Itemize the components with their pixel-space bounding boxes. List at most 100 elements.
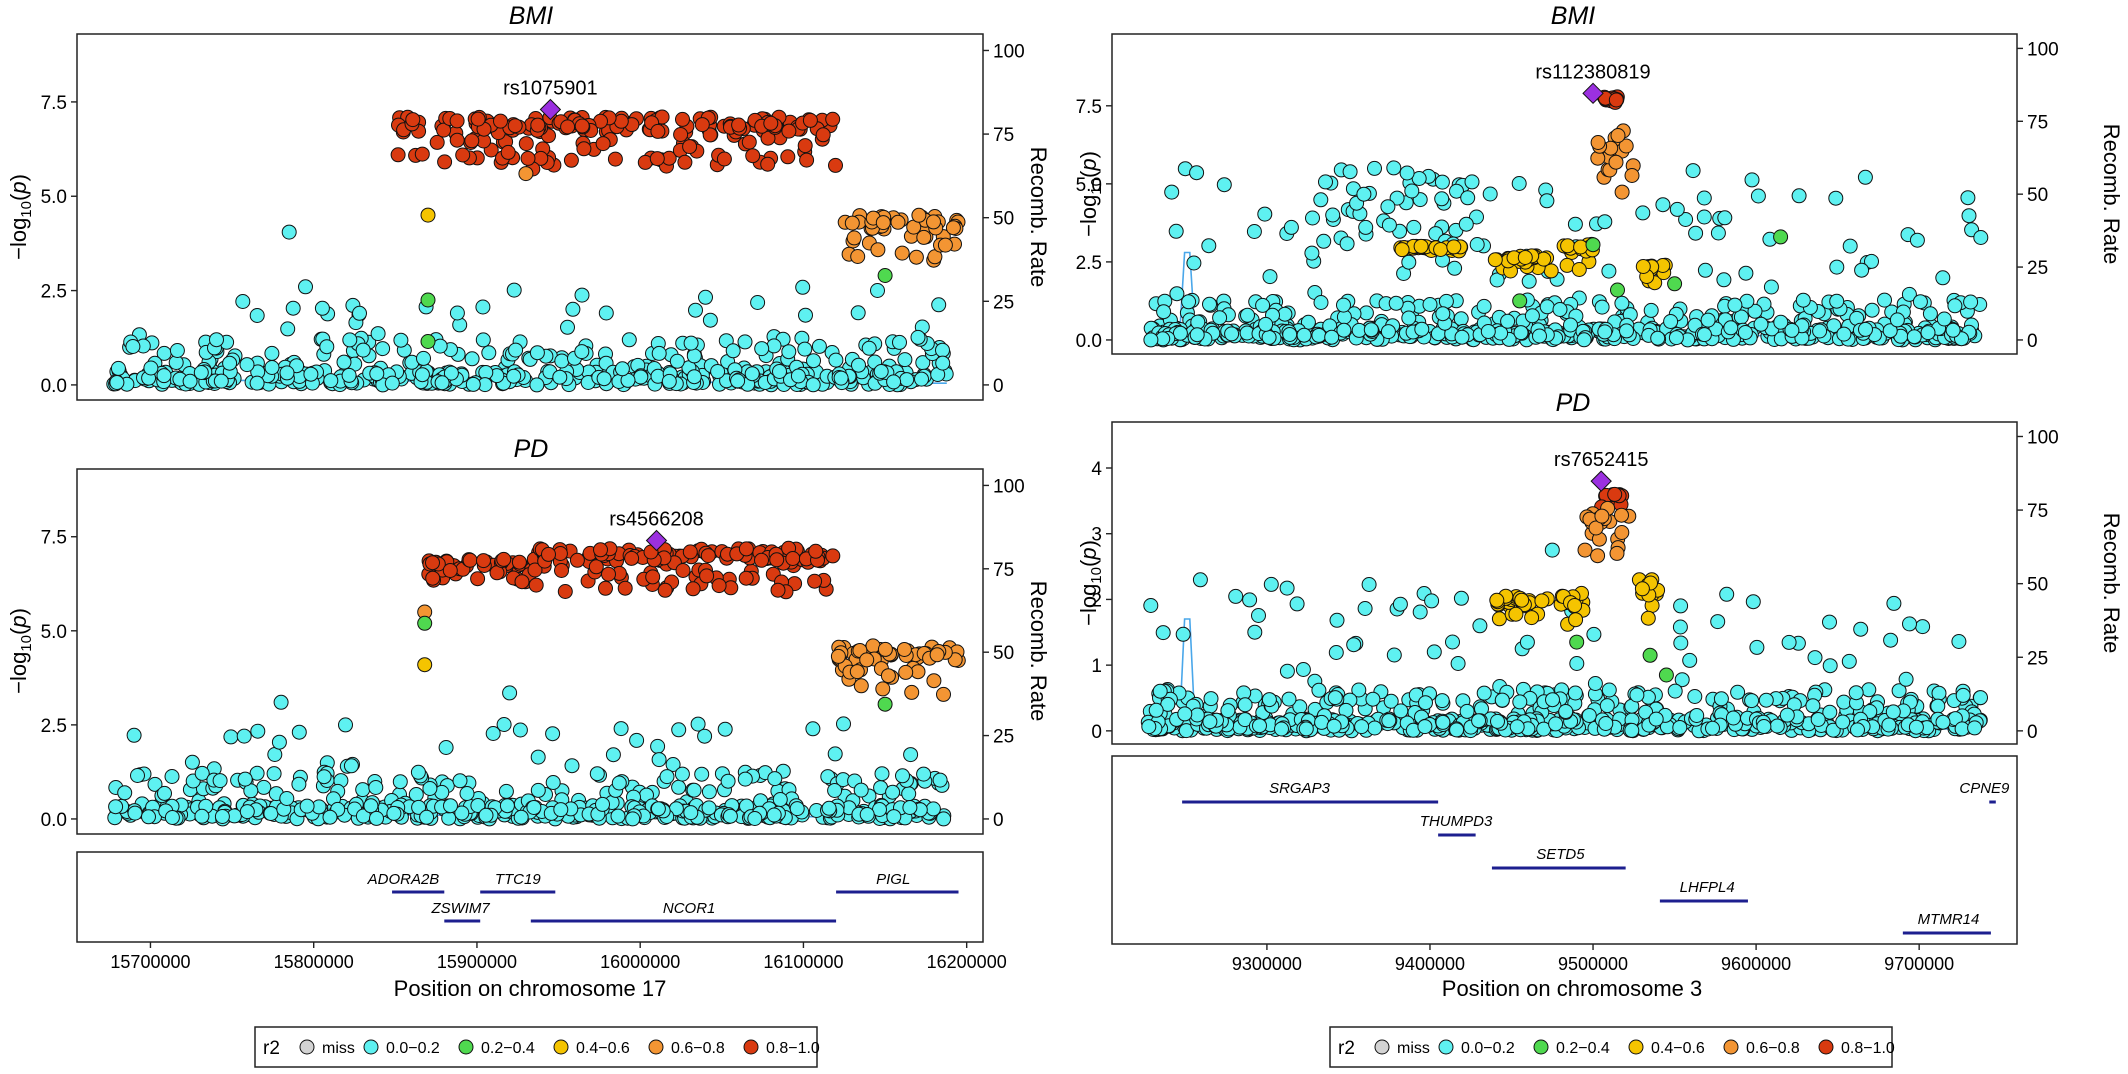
snp-point <box>621 332 637 348</box>
snp-point <box>744 366 760 382</box>
snp-point <box>673 127 689 142</box>
snp-point <box>836 716 851 732</box>
snp-point <box>593 542 608 558</box>
y2-axis-label: Recomb. Rate <box>1026 147 1051 288</box>
snp-point <box>1795 292 1811 308</box>
points-layer <box>107 540 966 827</box>
snp-point <box>1224 326 1240 342</box>
snp-point <box>1696 327 1712 343</box>
snp-point <box>1857 169 1873 185</box>
snp-point <box>686 348 702 364</box>
snp-point <box>1251 608 1266 623</box>
snp-point <box>1336 297 1351 313</box>
snp-point <box>1705 720 1720 736</box>
y2-tick-label: 75 <box>2027 501 2048 522</box>
snp-point <box>1435 306 1451 322</box>
snp-point <box>1717 210 1733 226</box>
snp-point <box>1920 325 1936 341</box>
snp-point <box>1568 612 1584 628</box>
snp-point <box>485 726 501 741</box>
snp-point <box>1567 216 1583 232</box>
snp-point <box>574 344 590 360</box>
snp-point <box>877 696 893 712</box>
gene-label: PIGL <box>876 871 910 888</box>
snp-point <box>1257 206 1273 222</box>
snp-point <box>1548 716 1564 732</box>
snp-point <box>323 373 339 389</box>
snp-point <box>303 366 319 382</box>
legend-label: miss <box>1397 1040 1430 1057</box>
snp-point <box>1367 160 1382 176</box>
y2-tick-label: 100 <box>993 41 1025 62</box>
snp-point <box>1148 702 1164 718</box>
legend-swatch <box>1438 1039 1454 1055</box>
lead-layer: rs4566208 <box>609 508 704 552</box>
snp-point <box>1961 208 1977 224</box>
snp-point <box>1936 311 1952 327</box>
snp-point <box>386 805 402 821</box>
snp-point <box>1650 330 1666 346</box>
snp-point <box>416 350 431 366</box>
snp-point <box>874 766 890 782</box>
snp-point <box>926 673 942 689</box>
snp-point <box>410 764 426 780</box>
snp-point <box>1586 626 1602 642</box>
snp-point <box>552 369 568 385</box>
snp-point <box>897 352 913 368</box>
snp-point <box>1881 717 1897 733</box>
snp-point <box>780 149 796 165</box>
panel-title: PD <box>514 435 549 463</box>
snp-point <box>1313 192 1329 208</box>
snp-point <box>1418 695 1433 711</box>
snp-point <box>475 332 491 348</box>
snp-point <box>1710 614 1726 630</box>
snp-point <box>279 791 295 806</box>
snp-point <box>760 156 776 172</box>
snp-point <box>1769 718 1785 734</box>
snp-point <box>464 351 480 367</box>
snp-point <box>1648 711 1664 727</box>
snp-point <box>1747 303 1763 319</box>
legend-left: r2 miss 0.0−0.2 0.2−0.4 0.4−0.6 0.6−0.8 0.8−1… <box>254 1026 820 1068</box>
snp-point <box>770 582 786 598</box>
x-axis-label: Position on chromosome 17 <box>394 976 667 1001</box>
legend-swatch <box>1628 1039 1644 1055</box>
x-tick-label: 15800000 <box>274 952 354 972</box>
snp-point <box>280 321 296 337</box>
snp-point <box>355 342 371 358</box>
y2-tick-label: 100 <box>2027 427 2059 448</box>
snp-point <box>384 375 400 391</box>
snp-point <box>1406 219 1422 235</box>
snp-point <box>598 305 614 321</box>
snp-point <box>1614 295 1630 311</box>
snp-point <box>1521 273 1537 289</box>
snp-point <box>683 805 699 821</box>
snp-point <box>392 774 408 790</box>
snp-point <box>914 371 929 387</box>
snp-point <box>811 338 827 354</box>
snp-point <box>808 543 824 559</box>
snp-point <box>932 772 948 788</box>
snp-point <box>766 807 782 823</box>
snp-point <box>1500 313 1516 329</box>
snp-point <box>422 781 438 796</box>
snp-point <box>529 377 545 393</box>
snp-point <box>322 809 338 825</box>
snp-point <box>877 641 893 657</box>
snp-point <box>1356 186 1372 202</box>
snp-point <box>682 139 698 155</box>
snp-point <box>931 297 947 313</box>
snp-point <box>530 117 546 133</box>
snp-point <box>1898 671 1914 687</box>
legend-swatch <box>1374 1039 1390 1055</box>
snp-point <box>1886 595 1902 611</box>
snp-point <box>1960 190 1976 206</box>
snp-point <box>828 157 843 173</box>
snp-point <box>1912 294 1928 310</box>
legend-label: 0.4−0.6 <box>1651 1040 1705 1057</box>
snp-point <box>1744 693 1760 709</box>
snp-point <box>1829 259 1845 275</box>
legend-label: 0.6−0.8 <box>671 1040 725 1057</box>
snp-point <box>1877 292 1892 308</box>
